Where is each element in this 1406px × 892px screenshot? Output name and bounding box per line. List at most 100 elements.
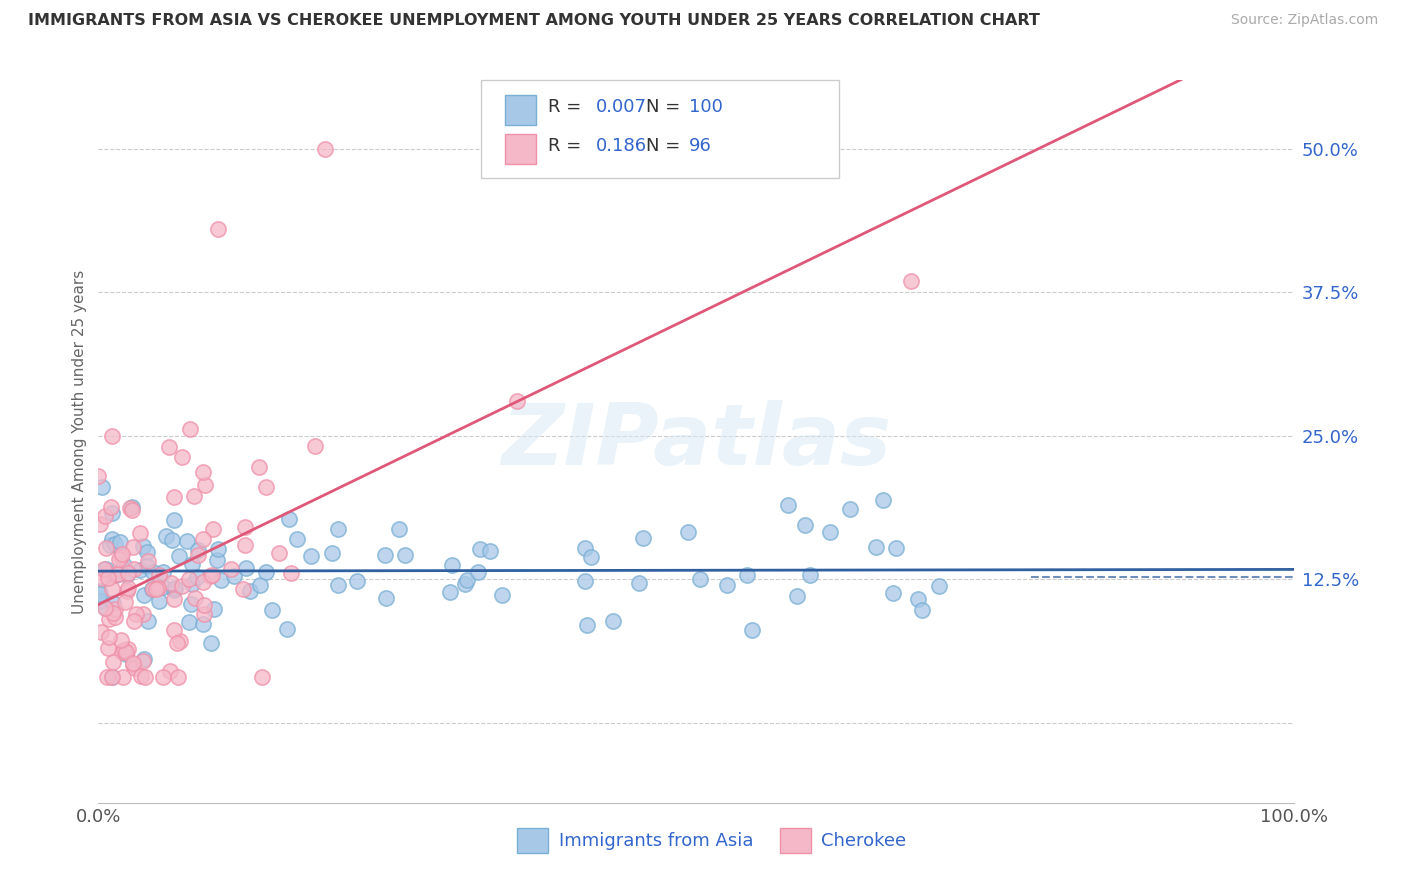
- Point: [121, 500, 143, 514]
- Point: [94, 541, 117, 556]
- Point: [111, 645, 134, 659]
- Point: [786, 589, 808, 603]
- Point: [321, 546, 343, 560]
- Point: [97, 571, 120, 585]
- Point: [129, 526, 152, 541]
- Point: [96, 601, 118, 615]
- Point: [108, 534, 131, 549]
- Point: [907, 592, 929, 607]
- Point: [132, 653, 155, 667]
- Point: [602, 615, 624, 629]
- Point: [388, 522, 411, 536]
- Point: [838, 502, 860, 516]
- Point: [155, 529, 177, 543]
- Point: [260, 603, 283, 617]
- Text: Cherokee: Cherokee: [821, 832, 907, 850]
- Point: [134, 670, 156, 684]
- Point: [89, 593, 111, 607]
- Point: [94, 562, 117, 576]
- Point: [90, 624, 112, 639]
- Point: [184, 591, 207, 605]
- Point: [232, 582, 254, 597]
- Point: [91, 480, 114, 494]
- Point: [180, 577, 202, 591]
- Point: [148, 581, 170, 595]
- Point: [193, 466, 215, 480]
- Point: [207, 541, 229, 556]
- Point: [186, 542, 208, 557]
- Point: [207, 553, 229, 567]
- Point: [574, 541, 596, 555]
- Point: [865, 540, 887, 554]
- Bar: [517, 828, 548, 854]
- Point: [107, 567, 129, 582]
- Point: [141, 582, 163, 597]
- Point: [122, 658, 145, 673]
- Point: [315, 142, 337, 156]
- Y-axis label: Unemployment Among Youth under 25 years: Unemployment Among Youth under 25 years: [72, 269, 87, 614]
- Point: [89, 516, 111, 531]
- Point: [219, 562, 242, 576]
- Point: [676, 524, 699, 539]
- Point: [96, 566, 118, 581]
- Point: [394, 548, 416, 562]
- Point: [136, 615, 159, 629]
- Point: [193, 574, 215, 589]
- Point: [169, 634, 191, 648]
- Point: [114, 647, 136, 661]
- Point: [177, 615, 200, 629]
- Point: [142, 565, 165, 579]
- Point: [900, 274, 922, 288]
- Text: ZIPatlas: ZIPatlas: [501, 400, 891, 483]
- Point: [110, 549, 132, 564]
- Point: [90, 571, 112, 585]
- Point: [122, 656, 145, 670]
- Point: [280, 566, 302, 580]
- Point: [254, 480, 277, 494]
- Point: [574, 574, 596, 588]
- Point: [233, 520, 256, 534]
- Point: [101, 532, 124, 546]
- Point: [183, 489, 205, 503]
- Point: [136, 559, 159, 574]
- Point: [326, 522, 349, 536]
- Point: [111, 548, 134, 562]
- Text: 0.186: 0.186: [596, 137, 647, 155]
- Point: [872, 492, 894, 507]
- Bar: [779, 828, 811, 854]
- Point: [148, 567, 170, 582]
- Text: 96: 96: [689, 137, 711, 155]
- Point: [104, 602, 127, 616]
- Point: [180, 597, 202, 611]
- Point: [491, 589, 513, 603]
- Point: [159, 664, 181, 678]
- Point: [169, 549, 191, 564]
- Point: [103, 656, 125, 670]
- Point: [200, 636, 222, 650]
- Point: [93, 562, 115, 576]
- Point: [121, 502, 143, 516]
- Point: [122, 540, 145, 554]
- Point: [152, 566, 174, 580]
- Point: [207, 222, 229, 236]
- Point: [794, 517, 817, 532]
- Point: [148, 594, 170, 608]
- Point: [198, 569, 221, 583]
- FancyBboxPatch shape: [481, 80, 839, 178]
- Point: [98, 538, 121, 552]
- Point: [222, 568, 245, 582]
- Point: [152, 670, 174, 684]
- Point: [104, 537, 127, 551]
- Point: [94, 508, 117, 523]
- Point: [87, 584, 110, 599]
- Point: [172, 579, 194, 593]
- Point: [735, 567, 758, 582]
- Point: [741, 624, 763, 638]
- Point: [249, 577, 271, 591]
- Point: [114, 595, 136, 609]
- Point: [202, 601, 225, 615]
- Point: [117, 566, 139, 580]
- Point: [186, 570, 208, 584]
- Point: [468, 542, 491, 557]
- Point: [89, 587, 111, 601]
